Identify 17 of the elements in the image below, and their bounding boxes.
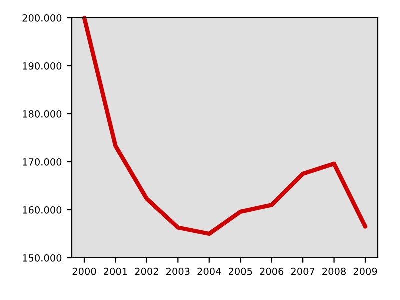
y-tick-label: 180.000 xyxy=(23,110,62,118)
y-tick-label: 200.000 xyxy=(22,14,62,22)
x-tick-label: 2007 xyxy=(291,268,315,276)
y-tick-label: 150.000 xyxy=(23,254,62,262)
x-tick-label: 2004 xyxy=(198,268,222,276)
x-tick-label: 2008 xyxy=(322,268,346,276)
x-tick-label: 2006 xyxy=(260,268,284,276)
y-tick-label: 160.000 xyxy=(23,206,62,214)
x-tick-label: 2005 xyxy=(228,268,252,276)
x-tick-label: 2009 xyxy=(354,268,378,276)
x-tick-label: 2000 xyxy=(72,268,96,276)
y-tick-label: 170.000 xyxy=(23,158,62,166)
y-tick-label: 190.000 xyxy=(23,62,62,70)
x-tick-label: 2002 xyxy=(135,268,158,276)
x-tick-label: 2003 xyxy=(166,268,190,276)
x-tick-label: 2001 xyxy=(104,268,128,276)
line-series xyxy=(82,16,368,236)
